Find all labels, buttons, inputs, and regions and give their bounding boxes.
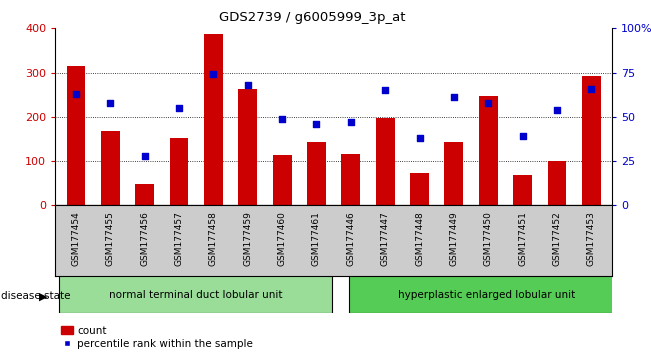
Bar bbox=[59, 276, 332, 313]
Point bbox=[71, 91, 81, 97]
Bar bbox=[513, 175, 532, 205]
Text: GSM177450: GSM177450 bbox=[484, 211, 493, 266]
Point bbox=[277, 116, 287, 121]
Text: GSM177446: GSM177446 bbox=[346, 211, 355, 266]
Text: ▶: ▶ bbox=[39, 291, 48, 301]
Point bbox=[414, 135, 424, 141]
Point bbox=[139, 153, 150, 159]
Text: GSM177449: GSM177449 bbox=[449, 211, 458, 266]
Text: GSM177460: GSM177460 bbox=[277, 211, 286, 266]
Bar bbox=[478, 96, 498, 205]
Text: disease state: disease state bbox=[1, 291, 71, 301]
Bar bbox=[445, 143, 464, 205]
Text: GSM177447: GSM177447 bbox=[381, 211, 390, 266]
Point bbox=[311, 121, 322, 127]
Legend: count, percentile rank within the sample: count, percentile rank within the sample bbox=[61, 326, 253, 349]
Bar bbox=[582, 76, 601, 205]
Point bbox=[449, 95, 459, 100]
Bar bbox=[547, 161, 566, 205]
Text: GSM177454: GSM177454 bbox=[72, 211, 81, 266]
Bar bbox=[273, 155, 292, 205]
Text: GSM177461: GSM177461 bbox=[312, 211, 321, 266]
Text: GSM177455: GSM177455 bbox=[106, 211, 115, 266]
Text: GSM177456: GSM177456 bbox=[140, 211, 149, 266]
Bar bbox=[204, 34, 223, 205]
Text: GSM177459: GSM177459 bbox=[243, 211, 252, 266]
Text: GDS2739 / g6005999_3p_at: GDS2739 / g6005999_3p_at bbox=[219, 11, 406, 24]
Bar bbox=[169, 138, 189, 205]
Bar bbox=[101, 131, 120, 205]
Point bbox=[380, 87, 391, 93]
Point bbox=[346, 119, 356, 125]
Point bbox=[243, 82, 253, 88]
Text: GSM177458: GSM177458 bbox=[209, 211, 218, 266]
Text: GSM177452: GSM177452 bbox=[553, 211, 561, 266]
Text: GSM177457: GSM177457 bbox=[174, 211, 184, 266]
Bar bbox=[349, 276, 643, 313]
Text: GSM177451: GSM177451 bbox=[518, 211, 527, 266]
Bar bbox=[66, 66, 85, 205]
Point bbox=[208, 72, 219, 77]
Bar bbox=[376, 118, 395, 205]
Text: GSM177448: GSM177448 bbox=[415, 211, 424, 266]
Text: GSM177453: GSM177453 bbox=[587, 211, 596, 266]
Text: normal terminal duct lobular unit: normal terminal duct lobular unit bbox=[109, 290, 283, 300]
Point bbox=[552, 107, 562, 113]
Bar bbox=[238, 89, 257, 205]
Bar bbox=[307, 143, 326, 205]
Point bbox=[174, 105, 184, 111]
Point bbox=[518, 133, 528, 139]
Text: hyperplastic enlarged lobular unit: hyperplastic enlarged lobular unit bbox=[398, 290, 575, 300]
Bar bbox=[410, 173, 429, 205]
Point bbox=[586, 86, 596, 91]
Bar bbox=[135, 184, 154, 205]
Point bbox=[105, 100, 115, 105]
Bar bbox=[341, 154, 360, 205]
Point bbox=[483, 100, 493, 105]
